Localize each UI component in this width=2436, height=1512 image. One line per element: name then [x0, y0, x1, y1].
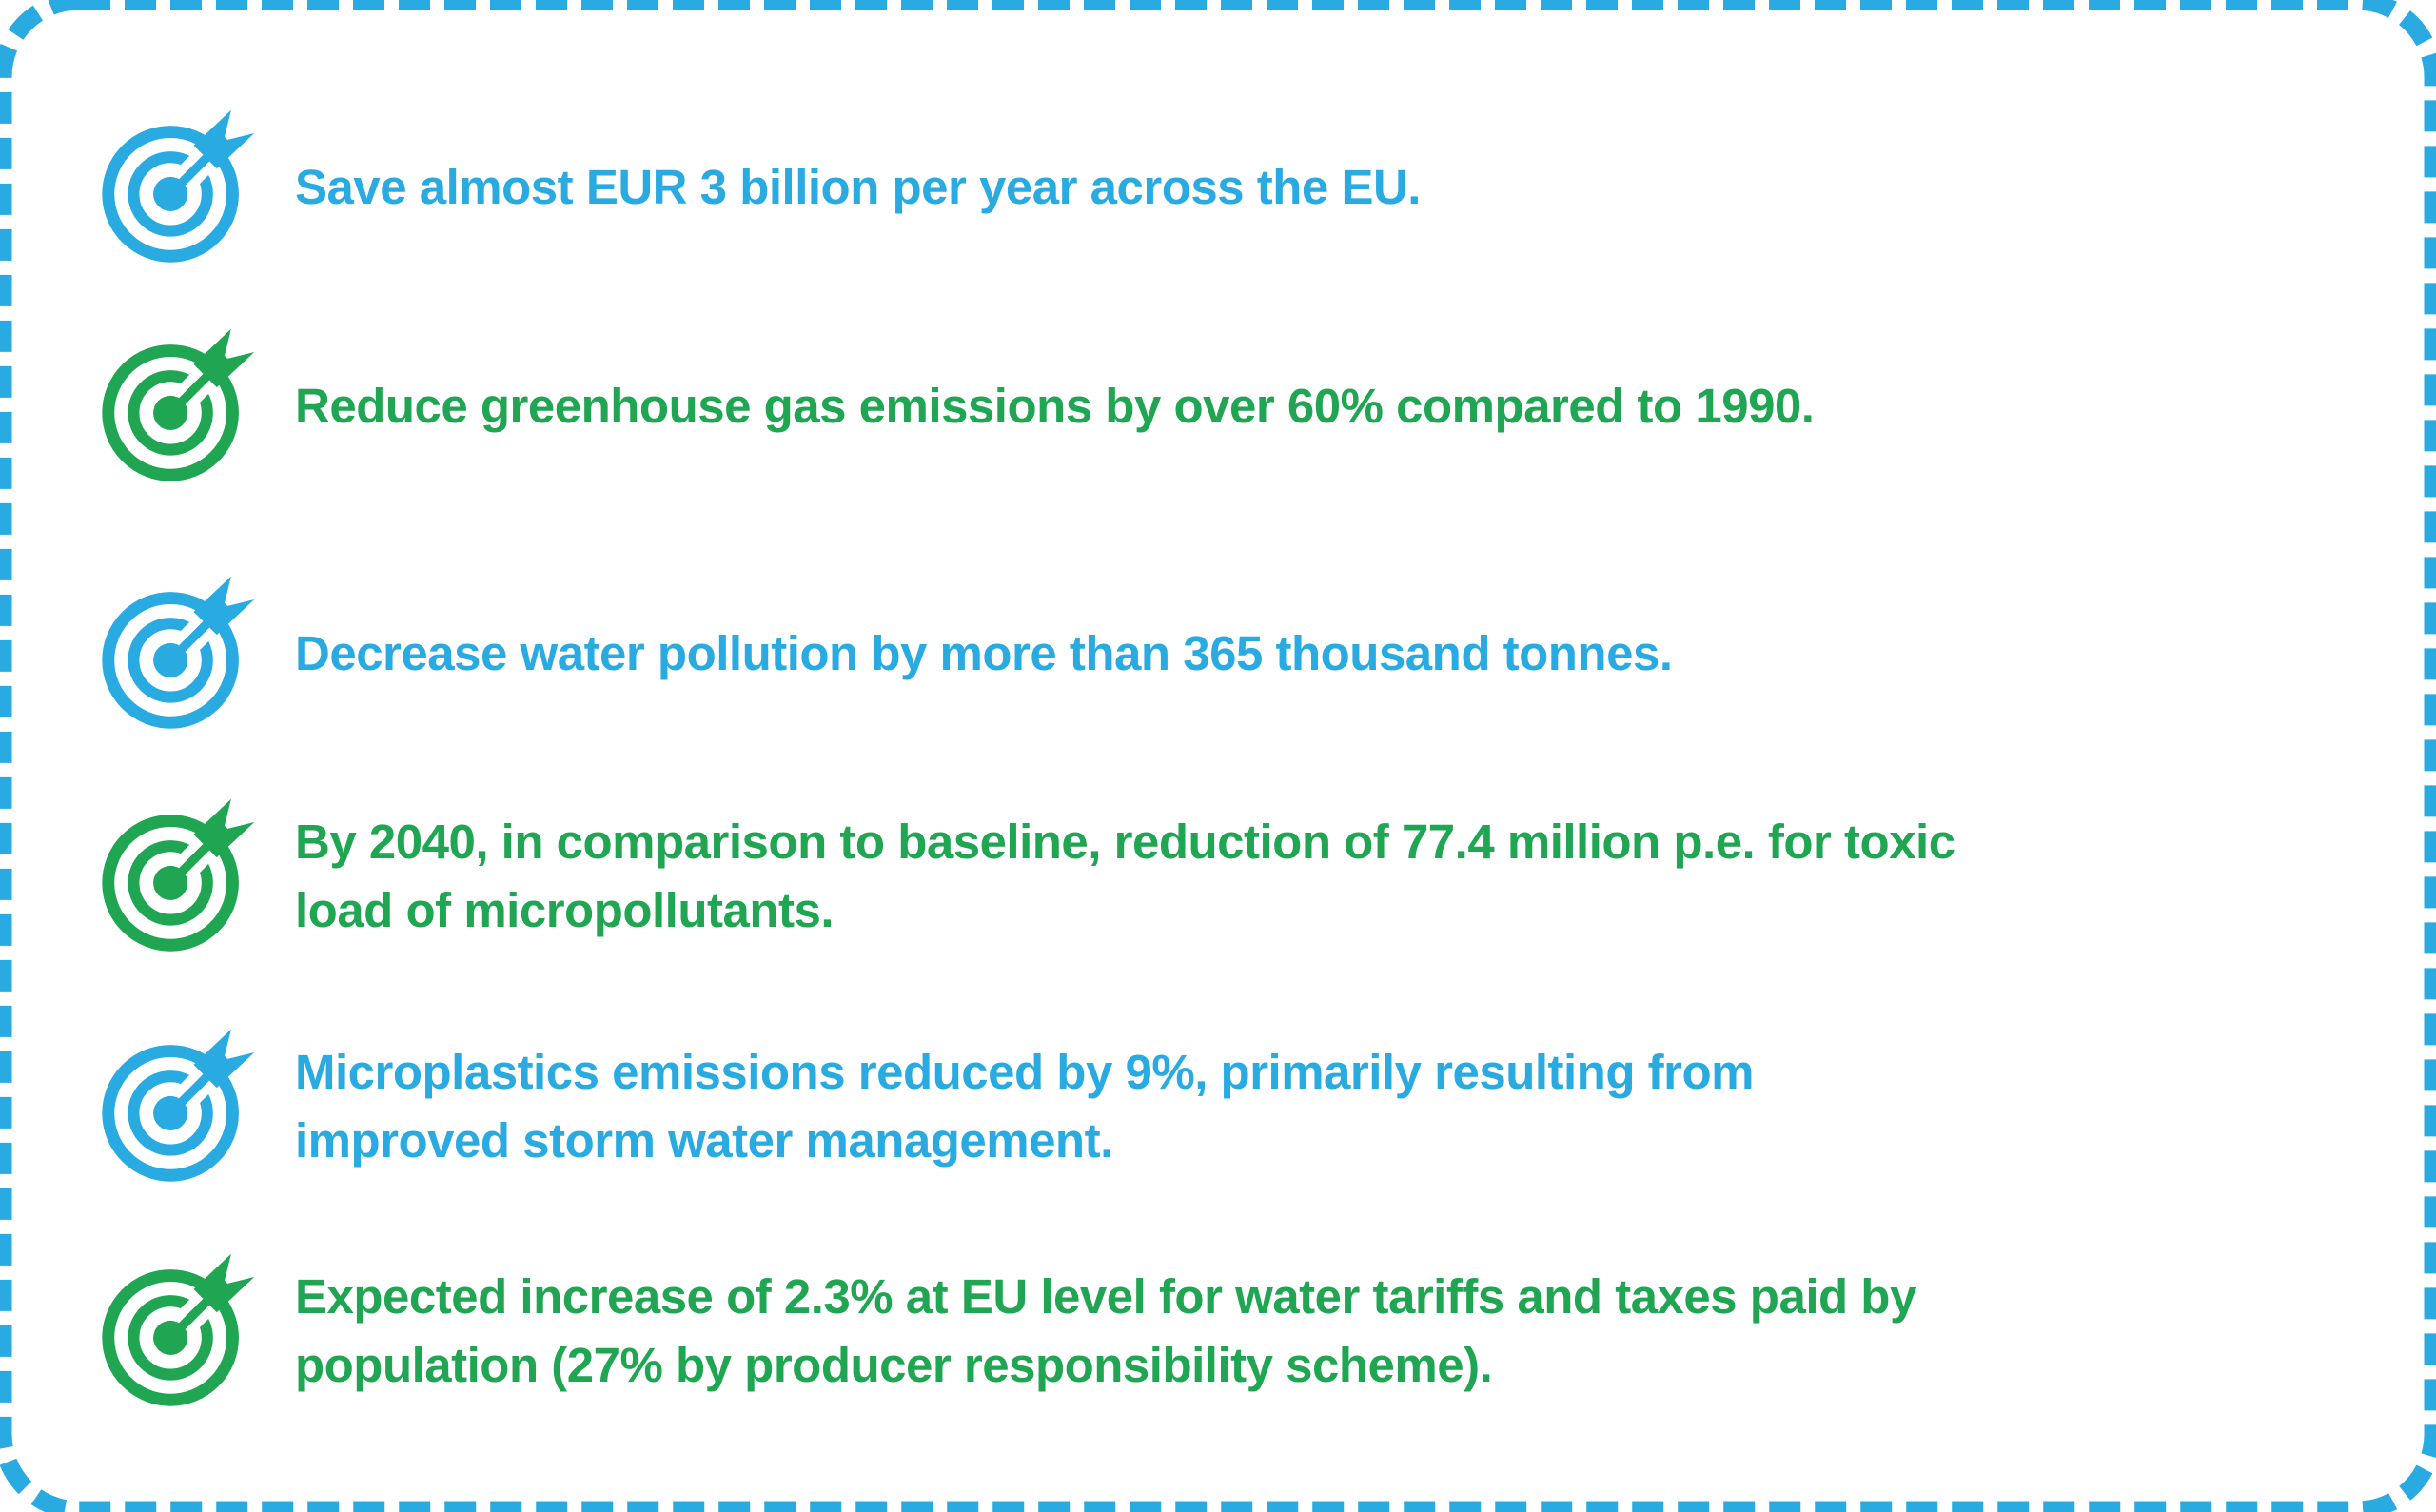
list-item: Expected increase of 2.3% at EU level fo…: [95, 1247, 2379, 1416]
benefit-list: Save almost EUR 3 billion per year acros…: [95, 103, 2379, 1416]
list-item: Decrease water pollution by more than 36…: [95, 569, 2379, 738]
list-item-text: Save almost EUR 3 billion per year acros…: [295, 160, 1421, 214]
target-dart-icon: [95, 106, 259, 269]
list-item-text: By 2040, in comparison to baseline, redu…: [295, 815, 1955, 937]
target-dart-icon: [95, 1249, 259, 1413]
target-dart-icon: [95, 324, 259, 488]
target-dart-icon: [95, 1025, 259, 1188]
list-item-text: Reduce greenhouse gas emissions by over …: [295, 379, 1815, 433]
list-item: Reduce greenhouse gas emissions by over …: [95, 322, 2379, 491]
list-item-text: Expected increase of 2.3% at EU level fo…: [295, 1269, 1916, 1392]
target-dart-icon: [95, 572, 259, 736]
list-item-text: Microplastics emissions reduced by 9%, p…: [295, 1045, 1755, 1168]
list-item: Save almost EUR 3 billion per year acros…: [95, 103, 2379, 272]
list-item-text: Decrease water pollution by more than 36…: [295, 626, 1673, 680]
list-item: By 2040, in comparison to baseline, redu…: [95, 792, 2379, 961]
target-dart-icon: [95, 795, 259, 958]
list-item: Microplastics emissions reduced by 9%, p…: [95, 1022, 2379, 1191]
